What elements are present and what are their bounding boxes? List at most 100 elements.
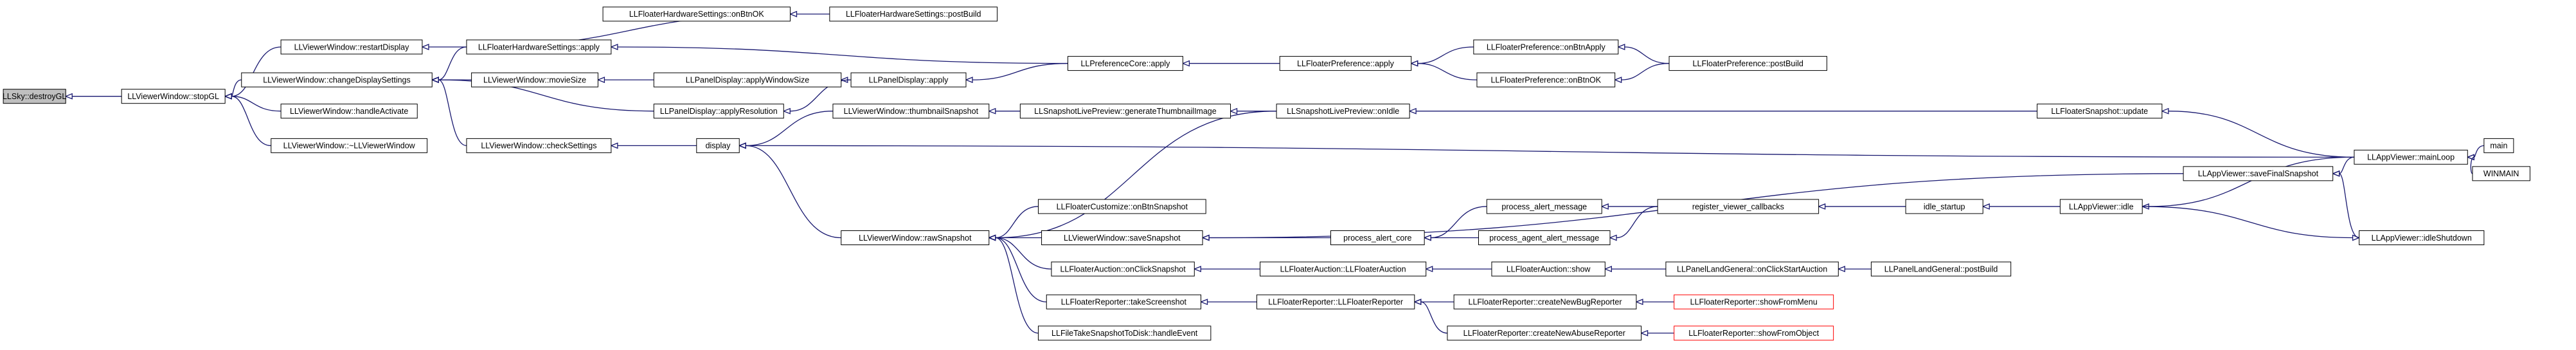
node-box: [1330, 230, 1425, 246]
arrowhead: [1981, 203, 1990, 210]
arrowhead: [782, 107, 791, 115]
arrowhead: [596, 77, 605, 84]
node-label: LLPanelLandGeneral::postBuild: [1884, 264, 1998, 273]
node-box: [3, 89, 66, 104]
node-label: LLFloaterSnapshot::update: [2051, 107, 2148, 116]
arrowhead: [1199, 299, 1208, 306]
node-box: [271, 138, 428, 153]
node-label: LLFloaterReporter::takeScreenshot: [1061, 298, 1187, 307]
node-box: [2359, 230, 2485, 246]
arrowhead: [1635, 299, 1643, 306]
arrowhead: [421, 44, 429, 50]
node-box: [1019, 104, 1231, 119]
edge: [2168, 111, 2354, 158]
arrowhead: [1600, 203, 1609, 210]
node-box: [829, 6, 998, 22]
arrowhead: [610, 142, 618, 149]
node-box: [280, 104, 418, 119]
node-label: LLFloaterPreference::postBuild: [1693, 59, 1803, 68]
edge: [231, 46, 282, 97]
node-label: main: [2490, 142, 2507, 151]
arrowhead: [610, 44, 618, 50]
node-box: [1674, 294, 1834, 309]
node-label: LLAppViewer::mainLoop: [2367, 153, 2455, 162]
node-box: [1657, 199, 1820, 214]
node-label: LLPreferenceCore::apply: [1080, 59, 1170, 68]
arrowhead: [738, 142, 746, 149]
arrowhead: [789, 10, 798, 17]
node-box: [1037, 199, 1206, 214]
arrowhead: [2161, 107, 2169, 115]
node-label: LLFloaterAuction::LLFloaterAuction: [1280, 264, 1406, 273]
node-label: register_viewer_callbacks: [1692, 202, 1784, 211]
node-box: [696, 138, 740, 153]
node-box: [1665, 261, 1839, 277]
node-box: [2037, 104, 2163, 119]
edge: [2142, 206, 2353, 239]
edge: [995, 237, 1047, 302]
node-box: [832, 104, 990, 119]
node-label: LLViewerWindow::movieSize: [483, 75, 586, 84]
edge: [2149, 156, 2354, 207]
arrowhead: [1423, 234, 1431, 241]
node-box: [1037, 326, 1212, 341]
node-label: LLFloaterHardwareSettings::onBtnOK: [629, 10, 764, 19]
edge: [1616, 206, 1658, 239]
node-label: LLViewerWindow::handleActivate: [290, 107, 408, 116]
node-box: [1486, 199, 1602, 214]
node-label: LLViewerWindow::~LLViewerWindow: [283, 142, 416, 151]
node-box: [466, 39, 612, 55]
edge: [1417, 62, 1477, 80]
arrowhead: [1817, 203, 1826, 210]
node-box: [121, 89, 226, 104]
node-box: [1067, 56, 1183, 71]
node-label: LLViewerWindow::checkSettings: [481, 142, 596, 151]
node-label: LLFloaterPreference::onBtnApply: [1487, 42, 1606, 51]
edge: [2339, 156, 2354, 174]
node-label: LLPanelDisplay::applyResolution: [660, 107, 778, 116]
arrowhead: [1604, 266, 1612, 273]
edge: [231, 96, 271, 147]
node-box: [850, 72, 967, 88]
arrowhead: [2331, 170, 2340, 177]
arrowhead: [1413, 299, 1422, 306]
node-label: display: [706, 142, 731, 151]
node-label: LLPanelDisplay::applyWindowSize: [686, 75, 810, 84]
node-label: LLViewerWindow::changeDisplaySettings: [263, 75, 411, 84]
arrowhead: [1424, 266, 1433, 273]
arrowhead: [1617, 44, 1625, 50]
arrowhead: [64, 93, 73, 100]
node-box: [1051, 261, 1195, 277]
node-label: LLFloaterReporter::showFromObject: [1688, 329, 1819, 338]
node-label: LLFloaterPreference::onBtnOK: [1490, 75, 1601, 84]
edge: [746, 145, 2354, 158]
node-label: LLAppViewer::idleShutdown: [2372, 234, 2472, 243]
node-label: LLViewerWindow::stopGL: [127, 92, 219, 101]
node-label: LLFloaterAuction::onClickSnapshot: [1060, 264, 1186, 273]
arrowhead: [224, 93, 232, 100]
node-label: LLFloaterHardwareSettings::postBuild: [846, 10, 981, 19]
node-box: [1260, 261, 1427, 277]
arrowhead: [1640, 329, 1649, 336]
node-label: LLAppViewer::saveFinalSnapshot: [2198, 169, 2319, 178]
edge: [231, 96, 282, 112]
node-box: [1668, 56, 1827, 71]
node-box: [653, 104, 784, 119]
node-label: LLSky::destroyGL: [3, 92, 66, 101]
node-box: [2472, 166, 2530, 181]
arrowhead: [988, 107, 996, 115]
node-label: LLAppViewer::idle: [2069, 202, 2134, 211]
node-box: [1046, 294, 1202, 309]
node-box: [1491, 261, 1606, 277]
edge: [1420, 301, 1447, 334]
node-label: LLViewerWindow::rawSnapshot: [859, 234, 972, 243]
edge: [2473, 145, 2484, 158]
node-label: LLFloaterPreference::apply: [1297, 59, 1395, 68]
arrowhead: [1613, 77, 1622, 84]
edge: [1621, 62, 1670, 80]
node-box: [1276, 104, 1410, 119]
node-label: LLSnapshotLivePreview::onIdle: [1287, 107, 1399, 116]
node-box: [1453, 294, 1637, 309]
node-label: LLPanelLandGeneral::onClickStartAuction: [1677, 264, 1827, 273]
